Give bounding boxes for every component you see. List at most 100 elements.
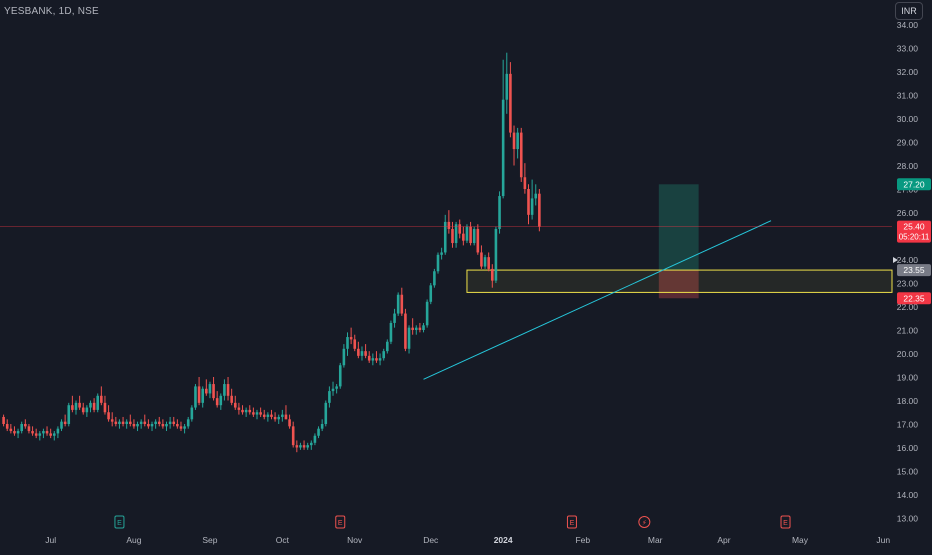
candle-body[interactable] <box>487 257 490 269</box>
candle-body[interactable] <box>505 73 509 100</box>
candle-body[interactable] <box>357 348 360 356</box>
candle-body[interactable] <box>248 409 252 413</box>
candle-body[interactable] <box>81 407 85 413</box>
candle-body[interactable] <box>125 421 128 424</box>
candle-body[interactable] <box>447 221 451 229</box>
candle-body[interactable] <box>110 419 114 422</box>
candle-body[interactable] <box>335 386 338 389</box>
earnings-icon[interactable]: E <box>335 515 346 529</box>
candle-body[interactable] <box>451 228 454 244</box>
earnings-icon[interactable]: E <box>566 515 577 529</box>
candle-body[interactable] <box>306 445 309 448</box>
candle-body[interactable] <box>179 426 183 429</box>
candle-body[interactable] <box>89 402 92 408</box>
split-dividend-icon[interactable]: ⚡ <box>638 516 651 528</box>
candle-body[interactable] <box>501 99 505 197</box>
candle-body[interactable] <box>342 348 346 366</box>
trendline[interactable] <box>423 220 772 380</box>
candle-body[interactable] <box>100 395 103 403</box>
candle-body[interactable] <box>324 402 328 424</box>
candle-body[interactable] <box>317 428 320 436</box>
candle-body[interactable] <box>45 431 49 434</box>
candle-body[interactable] <box>386 341 389 352</box>
candle-body[interactable] <box>382 351 385 359</box>
candle-body[interactable] <box>465 226 469 241</box>
candle-body[interactable] <box>63 421 67 424</box>
candle-body[interactable] <box>241 409 244 413</box>
candle-body[interactable] <box>38 433 42 436</box>
candle-body[interactable] <box>168 421 172 424</box>
candle-body[interactable] <box>150 424 154 427</box>
candle-body[interactable] <box>219 395 223 406</box>
candle-body[interactable] <box>223 384 226 396</box>
candle-body[interactable] <box>107 412 110 420</box>
candle-body[interactable] <box>27 426 31 432</box>
candle-body[interactable] <box>425 301 429 326</box>
candle-body[interactable] <box>92 402 96 410</box>
candle-body[interactable] <box>530 198 534 215</box>
candle-body[interactable] <box>266 414 270 417</box>
candle-body[interactable] <box>407 327 411 349</box>
candle-body[interactable] <box>331 388 335 392</box>
candle-body[interactable] <box>404 313 407 349</box>
candle-body[interactable] <box>252 412 255 415</box>
candle-body[interactable] <box>129 421 132 424</box>
candle-body[interactable] <box>389 322 393 342</box>
candle-body[interactable] <box>20 424 23 432</box>
candle-body[interactable] <box>205 388 208 394</box>
candle-body[interactable] <box>396 294 400 314</box>
candle-body[interactable] <box>349 337 353 340</box>
candle-body[interactable] <box>78 402 81 408</box>
candle-body[interactable] <box>255 412 259 415</box>
candle-body[interactable] <box>476 228 480 253</box>
candle-body[interactable] <box>469 226 472 244</box>
candle-body[interactable] <box>313 435 317 443</box>
earnings-icon[interactable]: E <box>780 515 791 529</box>
candle-body[interactable] <box>284 414 288 420</box>
candle-body[interactable] <box>154 421 157 424</box>
candle-body[interactable] <box>277 416 281 420</box>
candle-body[interactable] <box>34 433 38 436</box>
candle-body[interactable] <box>183 426 186 429</box>
candle-body[interactable] <box>157 421 161 424</box>
candle-body[interactable] <box>197 386 201 403</box>
candle-body[interactable] <box>523 177 527 189</box>
candle-body[interactable] <box>371 358 375 361</box>
candle-body[interactable] <box>42 431 45 434</box>
candle-body[interactable] <box>5 424 9 429</box>
candle-body[interactable] <box>498 196 501 229</box>
candle-body[interactable] <box>49 433 52 436</box>
candle-body[interactable] <box>121 421 125 424</box>
candle-body[interactable] <box>360 351 364 356</box>
candle-body[interactable] <box>103 402 107 413</box>
candle-body[interactable] <box>375 358 378 361</box>
candle-body[interactable] <box>2 416 5 424</box>
candle-body[interactable] <box>472 228 476 244</box>
candle-body[interactable] <box>480 252 483 267</box>
candle-body[interactable] <box>440 252 443 255</box>
candle-body[interactable] <box>24 424 27 427</box>
candle-body[interactable] <box>194 386 197 408</box>
candle-body[interactable] <box>494 228 498 281</box>
candle-body[interactable] <box>114 421 118 424</box>
candle-body[interactable] <box>527 189 530 215</box>
candle-body[interactable] <box>483 257 487 267</box>
candle-body[interactable] <box>96 395 100 410</box>
candle-body[interactable] <box>346 337 349 349</box>
currency-button[interactable]: INR <box>895 2 923 20</box>
candle-body[interactable] <box>201 388 204 403</box>
candle-body[interactable] <box>534 193 538 199</box>
candle-body[interactable] <box>295 445 299 448</box>
candle-body[interactable] <box>16 431 20 434</box>
candle-body[interactable] <box>60 421 63 429</box>
candle-body[interactable] <box>436 254 440 272</box>
candle-body[interactable] <box>443 221 447 253</box>
candle-body[interactable] <box>414 327 418 330</box>
candle-body[interactable] <box>393 313 396 323</box>
candle-body[interactable] <box>52 433 56 436</box>
candle-body[interactable] <box>328 391 331 403</box>
candle-body[interactable] <box>233 402 237 408</box>
stop-zone[interactable] <box>658 270 699 299</box>
candle-body[interactable] <box>288 419 291 427</box>
